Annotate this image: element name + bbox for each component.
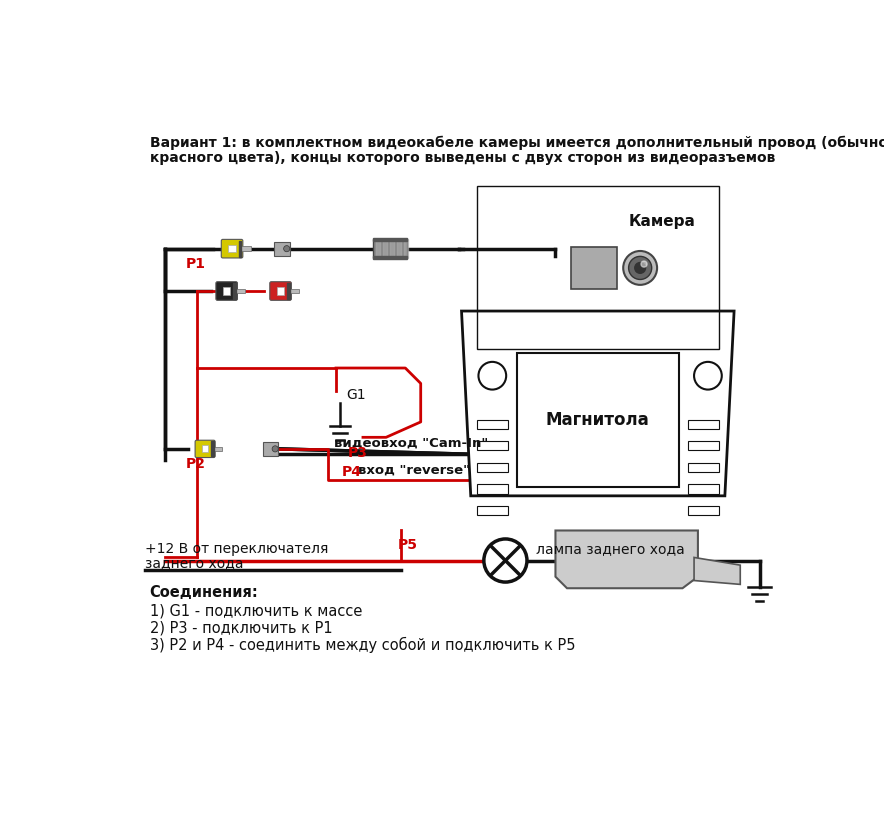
Text: P1: P1 [186, 257, 206, 271]
Text: Магнитола: Магнитола [546, 411, 650, 429]
Text: P4: P4 [341, 465, 362, 479]
Bar [688, 506, 719, 515]
Text: Вариант 1: в комплектном видеокабеле камеры имеется дополнительный провод (обычн: Вариант 1: в комплектном видеокабеле кам… [149, 135, 884, 149]
Bar [477, 441, 507, 451]
Polygon shape [461, 311, 734, 496]
Text: 1) G1 - подключить к массе: 1) G1 - подключить к массе [149, 604, 362, 619]
Circle shape [623, 251, 657, 285]
Bar [287, 283, 290, 299]
Circle shape [284, 245, 290, 252]
Bar [236, 289, 245, 293]
Bar [517, 353, 679, 488]
Bar [477, 420, 507, 429]
Circle shape [641, 261, 647, 267]
Text: красного цвета), концы которого выведены с двух сторон из видеоразъемов: красного цвета), концы которого выведены… [149, 151, 775, 165]
Bar [688, 484, 719, 493]
Bar [571, 247, 617, 290]
Bar [397, 240, 400, 258]
Bar [214, 447, 222, 451]
Bar [404, 240, 408, 258]
Text: 3) Р2 и Р4 - соединить между собой и подключить к Р5: 3) Р2 и Р4 - соединить между собой и под… [149, 636, 575, 653]
Bar [373, 256, 407, 259]
Circle shape [635, 263, 645, 273]
Bar [233, 283, 236, 299]
Bar [263, 442, 278, 456]
Text: Камера: Камера [629, 213, 696, 228]
FancyBboxPatch shape [270, 282, 292, 300]
Text: 2) Р3 - подключить к Р1: 2) Р3 - подключить к Р1 [149, 621, 332, 636]
Circle shape [478, 362, 507, 390]
FancyBboxPatch shape [216, 282, 238, 300]
Circle shape [272, 446, 278, 452]
Bar [211, 442, 214, 456]
Circle shape [694, 362, 721, 390]
Bar [376, 240, 380, 258]
Bar [390, 240, 393, 258]
Text: P5: P5 [398, 538, 417, 552]
Polygon shape [694, 557, 740, 585]
Bar [477, 484, 507, 493]
Bar [373, 238, 407, 241]
Bar [223, 287, 231, 295]
Bar [688, 420, 719, 429]
Text: вход "reverse": вход "reverse" [357, 464, 469, 476]
Circle shape [484, 539, 527, 582]
Polygon shape [555, 530, 697, 588]
Bar [383, 240, 387, 258]
Text: P3: P3 [347, 447, 368, 461]
Bar [228, 245, 236, 252]
Bar [290, 289, 299, 293]
Bar [477, 506, 507, 515]
Bar [477, 186, 719, 349]
FancyBboxPatch shape [195, 440, 215, 457]
Text: P2: P2 [186, 457, 206, 471]
Bar [688, 463, 719, 472]
Bar [277, 287, 285, 295]
Text: Соединения:: Соединения: [149, 585, 258, 600]
Bar [239, 241, 241, 257]
Circle shape [629, 256, 652, 279]
Bar [202, 446, 209, 452]
Text: видеовход "Cam-In": видеовход "Cam-In" [334, 437, 489, 450]
Bar [477, 463, 507, 472]
Bar [373, 240, 407, 258]
Bar [241, 246, 250, 251]
Text: +12 В от переключателя: +12 В от переключателя [145, 542, 329, 556]
Bar [688, 441, 719, 451]
Text: G1: G1 [346, 388, 366, 401]
Text: заднего хода: заднего хода [145, 556, 244, 570]
FancyBboxPatch shape [221, 240, 243, 258]
Bar [274, 241, 290, 255]
Text: лампа заднего хода: лампа заднего хода [537, 542, 685, 556]
